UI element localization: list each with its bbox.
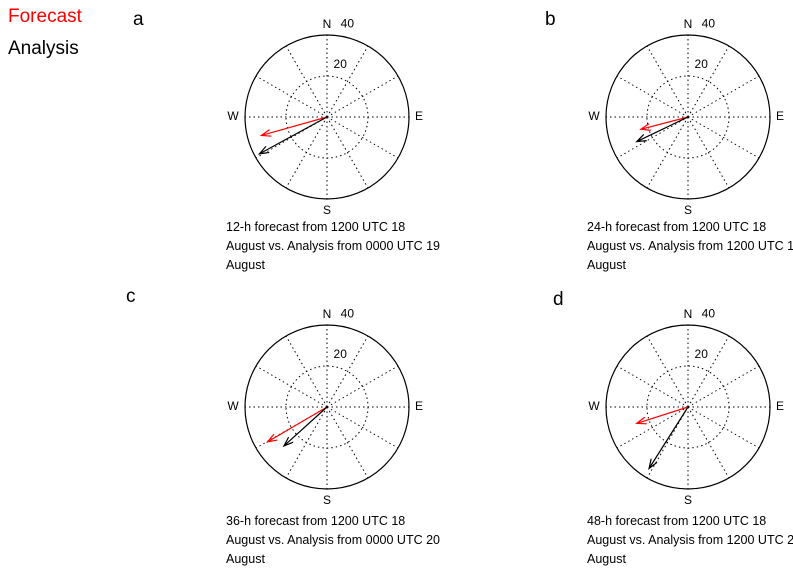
vector-arrow (266, 406, 328, 443)
panel-label: c (126, 286, 136, 307)
direction-label: N (323, 307, 332, 321)
spoke (687, 45, 730, 118)
spoke (255, 365, 328, 408)
spoke (616, 75, 689, 118)
spoke (326, 335, 369, 408)
vector-arrow (257, 116, 328, 155)
direction-label: W (588, 399, 600, 413)
direction-label: E (776, 399, 784, 413)
spoke (326, 365, 399, 408)
direction-label: E (776, 109, 784, 123)
panel-label: d (553, 289, 564, 310)
vector-arrow (639, 116, 689, 131)
spoke (687, 406, 730, 479)
direction-label: N (684, 17, 693, 31)
spoke (687, 335, 730, 408)
caption: 12-h forecast from 1200 UTC 18 August vs… (226, 220, 440, 272)
legend-entry: Forecast (8, 6, 82, 27)
spoke (687, 75, 760, 118)
spoke (616, 406, 689, 449)
spoke (687, 116, 730, 189)
spoke (326, 116, 369, 189)
spoke (616, 365, 689, 408)
spoke (616, 116, 689, 159)
spoke (687, 116, 760, 159)
ring (605, 34, 771, 200)
r-tick-label: 40 (341, 17, 355, 31)
direction-label: W (227, 109, 239, 123)
caption: 48-h forecast from 1200 UTC 18 August vs… (587, 514, 793, 566)
r-tick-label: 20 (334, 347, 348, 361)
r-tick-label: 20 (695, 57, 709, 71)
ring (285, 75, 369, 159)
vector-arrow (635, 406, 689, 425)
spoke (326, 75, 399, 118)
direction-label: S (684, 493, 692, 507)
legend-entry: Analysis (8, 38, 79, 59)
ring (646, 75, 730, 159)
spoke (255, 75, 328, 118)
spoke (687, 406, 760, 449)
direction-label: E (415, 399, 423, 413)
direction-label: S (323, 203, 331, 217)
direction-label: E (415, 109, 423, 123)
r-tick-label: 40 (702, 17, 716, 31)
direction-label: W (227, 399, 239, 413)
panel-label: b (545, 9, 556, 30)
spoke (326, 406, 369, 479)
spoke (687, 365, 760, 408)
direction-label: S (323, 493, 331, 507)
ring (244, 34, 410, 200)
r-tick-label: 20 (334, 57, 348, 71)
vector-arrow (259, 116, 328, 137)
caption: 24-h forecast from 1200 UTC 18 August vs… (587, 220, 793, 272)
ring (244, 324, 410, 490)
direction-label: N (323, 17, 332, 31)
r-tick-label: 40 (341, 307, 355, 321)
ring (646, 365, 730, 449)
vector-arrow (648, 406, 689, 470)
r-tick-label: 20 (695, 347, 709, 361)
caption: 36-h forecast from 1200 UTC 18 August vs… (226, 514, 440, 566)
vector-arrow (635, 116, 689, 143)
spoke (326, 406, 399, 449)
ring (285, 365, 369, 449)
ring (605, 324, 771, 490)
panel-label: a (133, 9, 144, 30)
spoke (326, 116, 399, 159)
spoke (326, 45, 369, 118)
r-tick-label: 40 (702, 307, 716, 321)
direction-label: W (588, 109, 600, 123)
vector-arrow (282, 406, 328, 448)
direction-label: S (684, 203, 692, 217)
direction-label: N (684, 307, 693, 321)
